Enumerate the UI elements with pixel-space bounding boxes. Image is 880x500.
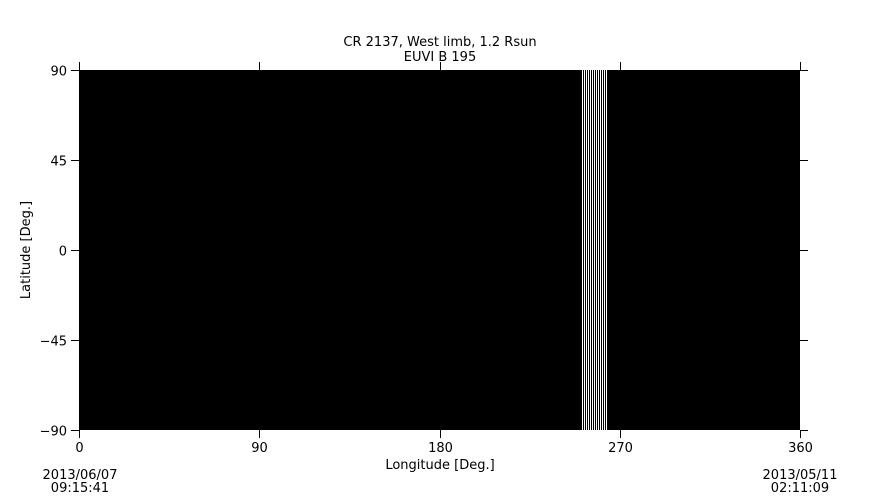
y-tick-label: 45: [50, 155, 67, 170]
x-tick-label: 180: [428, 441, 453, 456]
map-background: [79, 70, 800, 430]
chart-title: CR 2137, West limb, 1.2 Rsun: [343, 35, 536, 50]
x-tick-label: 90: [251, 441, 268, 456]
y-tick-label: 0: [59, 245, 67, 260]
stripes: [582, 70, 607, 430]
right-date: 2013/05/11: [763, 468, 838, 483]
y-tick-label: −90: [40, 425, 67, 440]
x-tick-label: 360: [788, 441, 813, 456]
ticks: 0 90 180 270 360 90 45 0 −45 −90: [40, 62, 813, 456]
right-time: 02:11:09: [771, 481, 829, 496]
y-tick-label: 90: [50, 65, 67, 80]
x-tick-label: 0: [75, 441, 83, 456]
left-time: 09:15:41: [51, 481, 109, 496]
left-date: 2013/06/07: [43, 468, 118, 483]
y-tick-label: −45: [40, 335, 67, 350]
y-axis-label: Latitude [Deg.]: [19, 201, 34, 299]
x-tick-label: 270: [608, 441, 633, 456]
x-axis-label: Longitude [Deg.]: [385, 458, 494, 473]
chart-subtitle: EUVI B 195: [404, 50, 476, 65]
